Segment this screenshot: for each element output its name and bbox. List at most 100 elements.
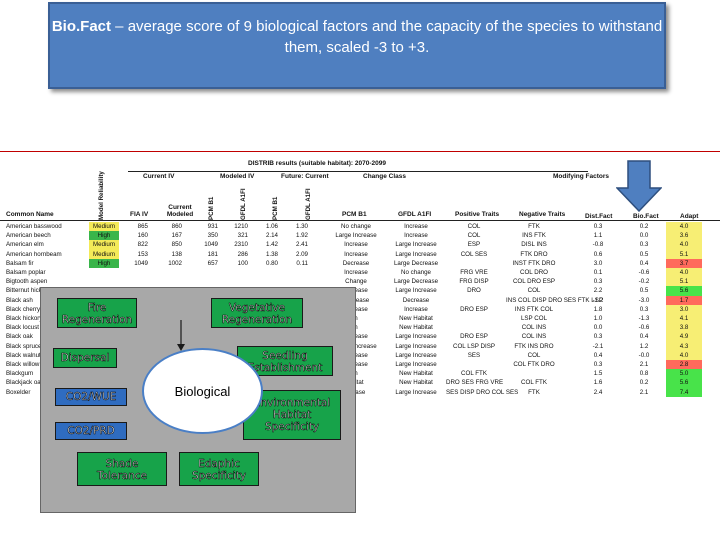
cell-gfdl: Decrease: [402, 296, 430, 304]
col-gfdl-a1fi: GFDL A1FI: [240, 188, 247, 220]
cell-neg: INS FTK COL: [514, 305, 554, 313]
cell-bio: 2.1: [639, 388, 649, 396]
cell-adapt: 5.6: [666, 286, 702, 296]
seedling-establishment-line2: Establishment: [247, 362, 323, 375]
cell-adapt: 3.0: [666, 304, 702, 315]
cell-b: 286: [237, 250, 248, 258]
cell-bio: 0.0: [639, 232, 649, 240]
col-adapt: Adapt: [680, 213, 699, 220]
cell-name: Boxelder: [6, 388, 31, 396]
cell-mod: [160, 268, 182, 278]
col-pcm-b1-future: PCM B1: [272, 196, 279, 220]
cell-bio: 0.3: [639, 241, 649, 249]
cell-neg: [506, 369, 562, 379]
cell-dist: 0.3: [593, 223, 603, 230]
cell-a: 1049: [204, 241, 218, 249]
cell-name: Black locust: [6, 324, 40, 332]
species-table: DISTRIB results (suitable habitat): 2070…: [0, 148, 720, 510]
cell-adapt: 4.3: [666, 341, 702, 352]
cell-dist: 0.3: [593, 333, 603, 341]
cell-d: 2.41: [295, 241, 308, 249]
dispersal-label: Dispersal: [60, 352, 110, 365]
cell-bio: -1.3: [638, 315, 650, 322]
cell-neg: FTK DRO: [520, 250, 548, 258]
cell-bio: -0.6: [638, 269, 650, 276]
environmental-habitat-line3: Specificity: [264, 421, 320, 434]
cell-d: 1.92: [295, 232, 308, 240]
cell-name: American elm: [6, 241, 44, 249]
cell-neg: INST FTK DRO: [512, 259, 556, 267]
table-row: Balsam poplar Increase No change FRG VRE COL…: [0, 268, 720, 278]
cell-dist: 1.1: [593, 232, 603, 240]
cell-fia: [126, 277, 148, 287]
cell-bio: 0.5: [639, 250, 649, 258]
cell-gfdl: New Habitat: [399, 324, 433, 332]
cell-bio: 2.1: [639, 361, 649, 368]
table-top-border: [0, 151, 720, 152]
group-modeled-iv: Modeled IV: [220, 173, 255, 180]
edaphic-specificity-box: Edaphic Specificity: [179, 452, 259, 486]
cell-dist: 0.0: [593, 324, 603, 332]
edaphic-specificity-line1: Edaphic: [198, 458, 240, 471]
cell-pos: COL: [467, 232, 481, 240]
cell-name: American beech: [6, 232, 51, 240]
cell-adapt: 7.4: [666, 387, 702, 398]
cell-dist: 0.6: [593, 250, 603, 258]
cell-dist: 1.0: [593, 315, 603, 322]
cell-neg: FTK INS DRO: [514, 342, 554, 350]
cell-pos: [446, 259, 502, 269]
group-future-current: Future: Current: [281, 173, 329, 180]
col-gfdl-change: GFDL A1FI: [398, 211, 432, 218]
cell-adapt: 5.0: [666, 369, 702, 379]
cell-pcm: Large Increase: [335, 342, 377, 350]
group-change-class: Change Class: [363, 173, 406, 180]
cell-bio: -0.0: [638, 351, 650, 359]
cell-name: Blackjack oak: [6, 379, 44, 387]
cell-c: [256, 277, 278, 287]
cell-pcm: No change: [341, 223, 371, 230]
table-row: American hornbeam 153 138 181 286 1.38 2.09 Inc…: [0, 249, 720, 260]
table-row: Bigtooth aspen Change Large Decrease FRG DI…: [0, 277, 720, 287]
cell-dist: 1.8: [593, 305, 603, 313]
cell-mod: 167: [171, 232, 182, 240]
diagram-connectors: [177, 320, 185, 351]
cell-neg: DISL INS: [521, 241, 547, 249]
cell-dist: -0.8: [592, 241, 604, 249]
cell-bio: -3.0: [638, 296, 650, 304]
cell-name: Black hickory: [6, 315, 43, 322]
cell-b: 100: [237, 259, 248, 267]
cell-neg: COL DRO: [520, 269, 548, 276]
col-negative-traits: Negative Traits: [519, 211, 566, 218]
cell-adapt: 5.6: [666, 378, 702, 388]
cell-bio: 0.4: [639, 259, 649, 267]
co2-prd-label: CO2/PRD: [67, 425, 115, 438]
cell-dist: 1.5: [593, 370, 603, 378]
dispersal-box: Dispersal: [53, 348, 117, 368]
cell-dist: -1.2: [592, 296, 604, 304]
cell-name: Blackgum: [6, 370, 34, 378]
cell-adapt: 2.8: [666, 360, 702, 370]
cell-dist: 2.2: [593, 287, 603, 295]
cell-name: Black willow: [6, 361, 40, 368]
fire-regeneration-line2: Regeneration: [61, 314, 133, 327]
environmental-habitat-line1: Environmental: [253, 397, 331, 410]
shade-tolerance-line2: Tolerance: [96, 470, 148, 483]
cell-neg: FTK: [528, 388, 540, 396]
cell-d: [286, 268, 308, 278]
distrib-header: DISTRIB results (suitable habitat): 2070…: [248, 160, 386, 167]
title-box: Bio.Fact – average score of 9 biological…: [48, 2, 666, 89]
vegetative-regeneration-line1: Vegetative: [228, 302, 286, 315]
cell-neg: COL INS: [521, 324, 547, 332]
cell-gfdl: Large Increase: [395, 333, 437, 341]
cell-fia: 160: [137, 232, 148, 240]
col-positive-traits: Positive Traits: [455, 211, 500, 218]
cell-pcm: Increase: [344, 250, 368, 258]
cell-adapt: 4.0: [666, 350, 702, 361]
cell-a: [196, 268, 218, 278]
cell-neg: INS COL DISP DRO SES FTK LSP: [506, 296, 603, 304]
table-row: American beech 160 167 350 321 2.14 1.92 Large …: [0, 231, 720, 241]
cell-a: 931: [207, 223, 218, 230]
cell-mod: 138: [171, 250, 182, 258]
cell-pos: COL LSP DISP: [453, 342, 495, 350]
cell-name: Black oak: [6, 333, 33, 341]
